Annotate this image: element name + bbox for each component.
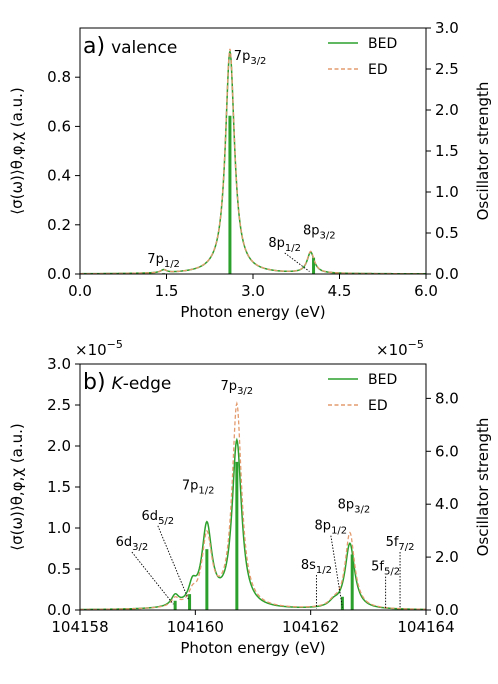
- y-axis-label-right: Oscillator strength: [474, 418, 492, 557]
- panel-b: 104158 104160 104162 1041640.00.51.01.52.02…: [8, 338, 492, 657]
- x-tick-label: 104162: [282, 618, 339, 636]
- x-axis-label: Photon energy (eV): [180, 303, 325, 321]
- x-tick-label: 6.0: [414, 282, 438, 300]
- peak-label: 8s1/2: [301, 558, 332, 576]
- y-tick-label-right: 2.5: [435, 60, 459, 78]
- annotation-leader: [330, 535, 343, 608]
- y-tick-label: 0.0: [47, 265, 71, 283]
- y-tick-label-right: 1.0: [435, 183, 459, 201]
- annotation-leader: [284, 252, 310, 272]
- y-tick-label-right: 0.0: [435, 601, 459, 619]
- legend-label-ed: ED: [368, 398, 388, 414]
- y-tick-label-right: 0.0: [435, 265, 459, 283]
- peak-label: 7p3/2: [221, 379, 254, 397]
- peak-label: 6d5/2: [142, 509, 175, 527]
- series-line-bed: [80, 437, 427, 611]
- x-tick-label: 1.5: [155, 282, 179, 300]
- y-tick-label-right: 0.5: [435, 224, 459, 242]
- peak-label: 8p3/2: [303, 224, 336, 242]
- annotation-leader: [157, 525, 189, 600]
- peak-label: 7p1/2: [147, 252, 180, 270]
- y-tick-label: 0.2: [47, 216, 71, 234]
- y-tick-label: 1.5: [47, 478, 71, 496]
- y-tick-label: 1.0: [47, 519, 71, 537]
- peak-label: 7p3/2: [234, 49, 267, 67]
- x-tick-label: 3.0: [241, 282, 265, 300]
- y-tick-label: 0.6: [47, 117, 71, 135]
- y-tick-label: 3.0: [47, 355, 71, 373]
- y-tick-label: 0.8: [47, 68, 71, 86]
- y-tick-label: 0.5: [47, 560, 71, 578]
- y-tick-label: 0.0: [47, 601, 71, 619]
- y-tick-label: 2.0: [47, 437, 71, 455]
- y-axis-label: ⟨σ(ω)⟩θ,φ,χ (a.u.): [8, 423, 26, 550]
- y-offset-label: ×10−5: [75, 338, 123, 359]
- x-axis-label: Photon energy (eV): [180, 639, 325, 657]
- y-axis-label-right: Oscillator strength: [474, 82, 492, 221]
- x-tick-label: 0.0: [68, 282, 92, 300]
- peak-label: 7p1/2: [182, 478, 215, 496]
- legend-label-bed: BED: [368, 36, 397, 52]
- x-tick-label: 4.5: [328, 282, 352, 300]
- y-tick-label-right: 1.5: [435, 142, 459, 160]
- panel-a: 0.0 1.5 3.0 4.5 6.00.00.20.40.60.80.00.51.01…: [8, 19, 492, 321]
- peak-label: 6d3/2: [116, 535, 149, 553]
- y-offset-label-right: ×10−5: [376, 338, 424, 359]
- legend-label-bed: BED: [368, 372, 397, 388]
- annotation-leader: [131, 551, 174, 605]
- peak-label: 8p1/2: [315, 519, 348, 537]
- panel-title: a) valence: [83, 34, 177, 59]
- y-tick-label-right: 6.0: [435, 442, 459, 460]
- peak-label: 5f5/2: [371, 560, 400, 578]
- peak-label: 5f7/2: [386, 535, 415, 553]
- y-tick-label-right: 2.0: [435, 548, 459, 566]
- y-tick-label-right: 3.0: [435, 19, 459, 37]
- peak-label: 8p3/2: [338, 497, 371, 515]
- y-tick-label: 0.4: [47, 167, 71, 185]
- y-tick-label-right: 8.0: [435, 389, 459, 407]
- y-axis-label: ⟨σ(ω)⟩θ,φ,χ (a.u.): [8, 87, 26, 214]
- y-tick-label: 2.5: [47, 396, 71, 414]
- peak-label: 8p1/2: [268, 236, 301, 254]
- series-line-bed: [80, 51, 426, 275]
- y-tick-label-right: 4.0: [435, 495, 459, 513]
- series-line-ed: [79, 48, 426, 275]
- series-line-ed: [80, 401, 427, 611]
- y-tick-label-right: 2.0: [435, 101, 459, 119]
- x-tick-label: 104158: [51, 618, 108, 636]
- x-tick-label: 104160: [167, 618, 224, 636]
- legend-label-ed: ED: [368, 62, 388, 78]
- x-tick-label: 104164: [397, 618, 454, 636]
- panel-title: b) K-edge: [83, 370, 171, 395]
